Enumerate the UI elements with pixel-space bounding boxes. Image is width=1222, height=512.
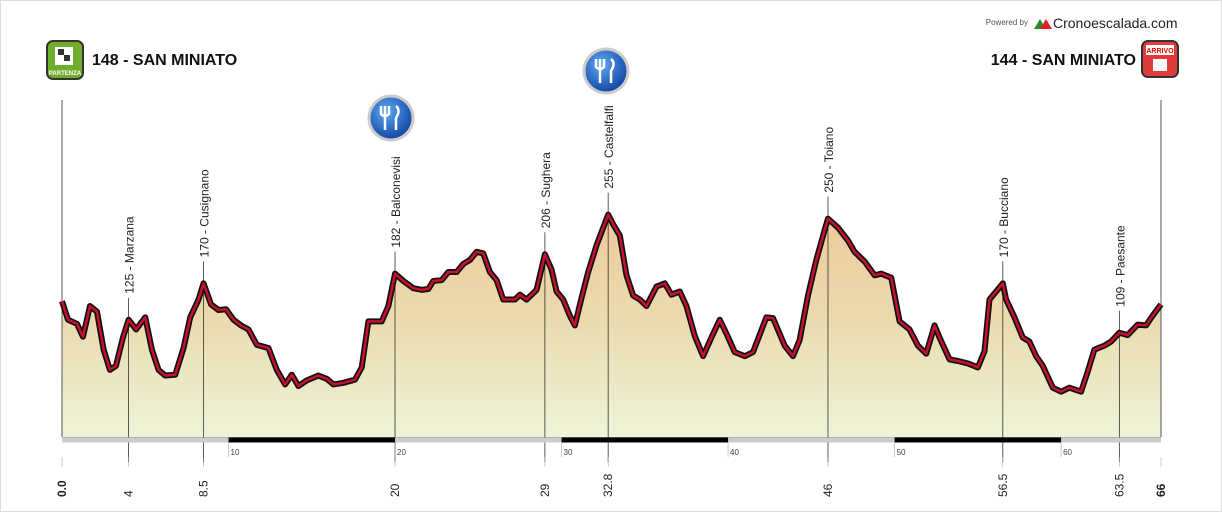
feed-icon	[582, 47, 630, 95]
km-label: 63.5	[1112, 473, 1126, 497]
km-label: 32.8	[601, 473, 615, 497]
waypoint-label: 182 - Balconevisi	[389, 156, 403, 247]
x-tick-label: 30	[564, 448, 573, 457]
waypoint-label: 206 - Sughera	[539, 152, 553, 228]
km-label: 8.5	[197, 480, 211, 497]
x-tick-label: 20	[397, 448, 406, 457]
finish-icon: ARRIVO	[1141, 40, 1179, 78]
x-tick-label: 40	[730, 448, 739, 457]
start-label: 148 - SAN MINIATO	[92, 52, 237, 69]
waypoint-label: 125 - Marzana	[123, 216, 137, 294]
waypoint-label: 255 - Castelfalfi	[602, 105, 616, 188]
waypoint-label: 109 - Paesante	[1113, 225, 1127, 307]
brand: Cronoescalada.com	[1053, 15, 1178, 31]
km-label: 0.0	[55, 480, 69, 497]
feed-icon	[367, 94, 415, 142]
km-label: 29	[538, 483, 552, 497]
start-badge: PARTENZA	[49, 71, 82, 77]
waypoint-label: 170 - Bucciano	[997, 177, 1011, 257]
elevation-line	[60, 213, 1163, 393]
brand-logo	[1034, 19, 1052, 29]
finish-label: 144 - SAN MINIATO	[991, 52, 1136, 69]
x-tick-label: 60	[1063, 448, 1072, 457]
powered-by: Powered by	[986, 18, 1028, 27]
waypoint-label: 170 - Cusignano	[198, 169, 212, 257]
x-tick-label: 50	[897, 448, 906, 457]
waypoint-label: 250 - Toiano	[822, 127, 836, 193]
km-label: 66	[1154, 483, 1168, 497]
km-label: 4	[122, 490, 136, 497]
x-tick-label: 10	[231, 448, 240, 457]
finish-badge: ARRIVO	[1146, 48, 1174, 55]
km-label: 20	[388, 483, 402, 497]
km-label: 46	[821, 483, 835, 497]
km-label: 56.5	[996, 473, 1010, 497]
elevation-area	[62, 214, 1161, 437]
start-icon: PARTENZA	[46, 40, 84, 80]
